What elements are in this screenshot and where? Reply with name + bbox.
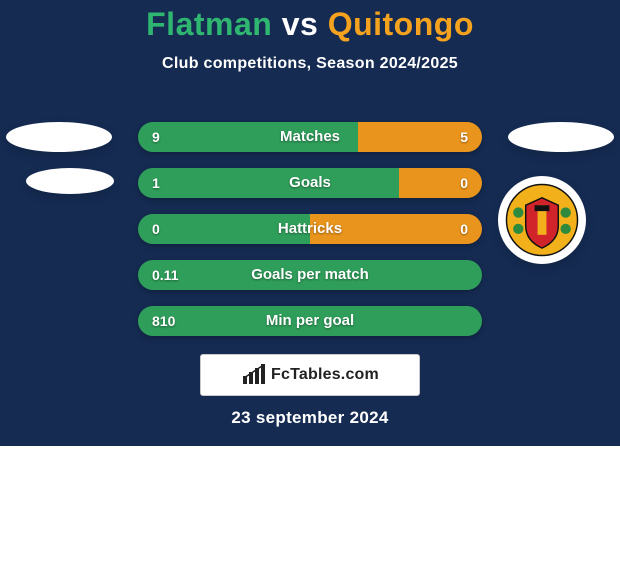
brand-box: FcTables.com (200, 354, 420, 396)
stat-row-matches: 9 Matches 5 (138, 122, 482, 152)
stat-label: Hattricks (138, 214, 482, 244)
val-right: 0 (460, 214, 468, 244)
stat-label: Matches (138, 122, 482, 152)
title-mid: vs (282, 6, 319, 42)
val-right: 0 (460, 168, 468, 198)
stat-row-hattricks: 0 Hattricks 0 (138, 214, 482, 244)
subtitle: Club competitions, Season 2024/2025 (0, 55, 620, 73)
content-area: Flatman vs Quitongo Club competitions, S… (0, 0, 620, 446)
player-chip-left-1 (6, 122, 112, 152)
stat-row-mpg: 810 Min per goal (138, 306, 482, 336)
stat-label: Goals (138, 168, 482, 198)
page-title: Flatman vs Quitongo (0, 0, 620, 43)
stat-row-gpm: 0.11 Goals per match (138, 260, 482, 290)
title-left: Flatman (146, 6, 272, 42)
stat-label: Goals per match (138, 260, 482, 290)
stat-row-goals: 1 Goals 0 (138, 168, 482, 198)
date-text: 23 september 2024 (0, 408, 620, 428)
player-chip-left-2 (26, 168, 114, 194)
player-chip-right-1 (508, 122, 614, 152)
bars-icon (241, 364, 269, 386)
brand-text: FcTables.com (271, 366, 379, 384)
club-badge-right (498, 176, 586, 264)
val-right: 5 (460, 122, 468, 152)
stat-label: Min per goal (138, 306, 482, 336)
stat-rows: 9 Matches 5 1 Goals 0 0 Hattricks 0 0.11… (0, 122, 620, 352)
annan-crest-icon (505, 183, 579, 257)
title-right: Quitongo (328, 6, 474, 42)
